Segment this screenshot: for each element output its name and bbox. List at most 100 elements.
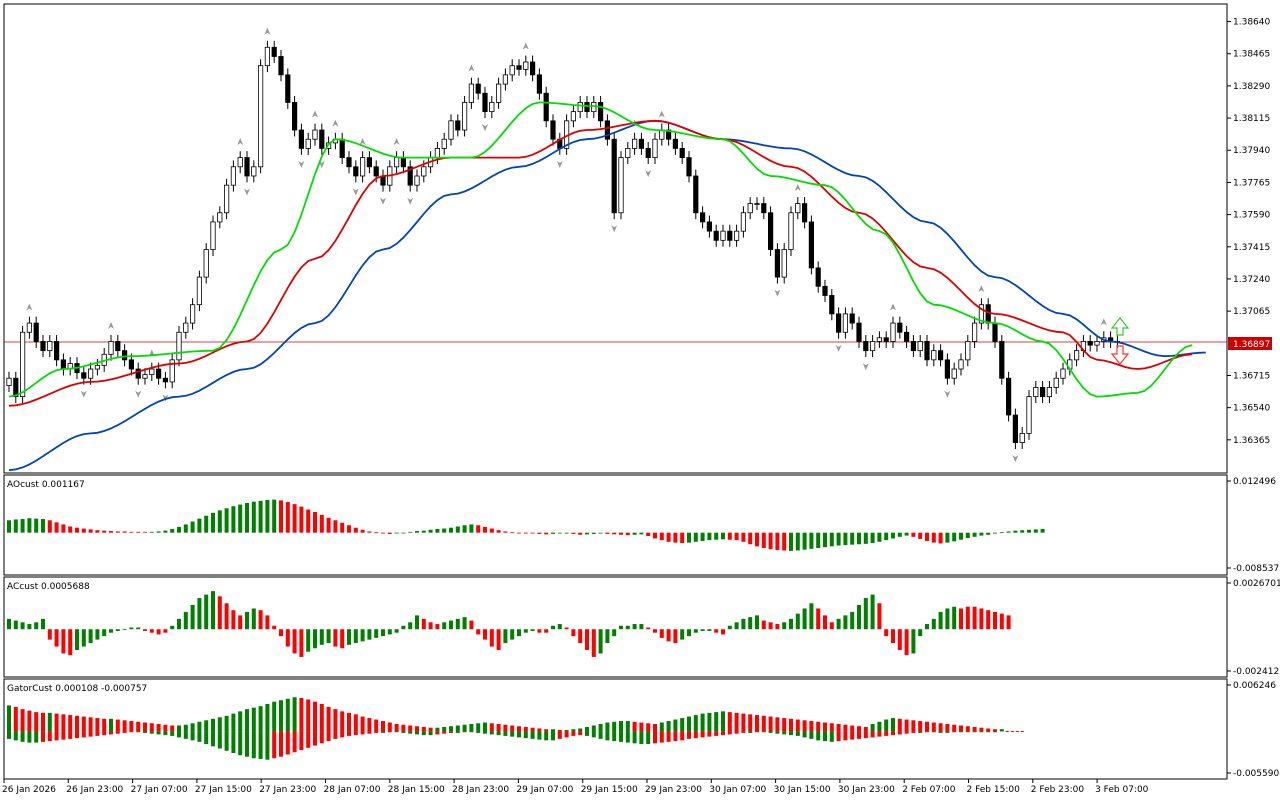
gator-lower-bar — [469, 731, 474, 733]
gator-upper-bar — [537, 728, 542, 732]
gator-lower-bar — [340, 731, 345, 738]
ao-bar — [755, 532, 759, 547]
fractal-down-icon — [162, 394, 169, 402]
candle — [706, 215, 713, 238]
ao-bar — [68, 526, 73, 533]
ac-bar — [401, 625, 406, 630]
ac-bar — [115, 629, 120, 631]
gator-lower-bar — [258, 731, 263, 759]
gator-upper-bar — [863, 726, 868, 732]
gator-lower-bar — [381, 731, 385, 733]
ac-bar — [279, 629, 283, 637]
gator-lower-bar — [476, 731, 481, 733]
candle — [747, 197, 753, 220]
gator-upper-bar — [95, 718, 100, 732]
candle — [26, 316, 33, 339]
gator-lower-bar — [938, 731, 943, 733]
candle — [6, 371, 12, 393]
ao-bar — [782, 532, 787, 551]
gator-upper-bar — [986, 728, 991, 732]
gator-lower-bar — [564, 731, 569, 738]
gator-upper-bar — [258, 706, 263, 732]
candle — [944, 353, 951, 385]
gator-lower-bar — [605, 731, 610, 741]
candle — [40, 335, 46, 358]
ao-bar — [265, 500, 270, 533]
ac-bar — [231, 610, 236, 630]
candle — [1033, 380, 1039, 404]
gator-lower-bar — [659, 731, 664, 743]
gator-upper-bar — [931, 722, 936, 732]
gator-upper-bar — [245, 709, 249, 732]
candle — [176, 325, 182, 367]
ac-bar — [557, 624, 562, 630]
gator-max-label: 0.006246 — [1233, 681, 1276, 691]
gator-upper-bar — [415, 726, 419, 732]
ac-bar — [136, 627, 141, 630]
candle — [700, 206, 706, 229]
candle — [108, 335, 114, 361]
gator-upper-bar — [802, 720, 807, 732]
ac-bar — [34, 622, 39, 630]
fractal-down-icon — [556, 160, 563, 168]
candle — [407, 160, 413, 192]
ac-bar — [673, 629, 678, 644]
candle — [475, 77, 481, 100]
ao-bar — [707, 532, 712, 541]
gator-lower-bar — [163, 731, 168, 736]
gator-lower-bar — [748, 731, 753, 733]
sell-arrow-icon — [1110, 345, 1130, 365]
price-tick-label: 1.38115 — [1233, 114, 1270, 124]
ao-bar — [292, 504, 297, 533]
gator-upper-bar — [816, 721, 821, 732]
gator-upper-bar — [435, 727, 440, 732]
ac-bar — [789, 618, 793, 630]
candle — [455, 114, 461, 137]
gator-lower-bar — [782, 731, 787, 735]
gator-upper-bar — [768, 716, 773, 732]
gator-lower-bar — [394, 731, 399, 733]
candle — [237, 151, 243, 174]
ac-bar — [27, 624, 32, 630]
gator-lower-bar — [517, 731, 521, 738]
candle — [618, 151, 624, 220]
candle — [88, 362, 94, 385]
candle — [319, 123, 325, 155]
candle — [808, 215, 815, 275]
gator-upper-bar — [809, 721, 814, 732]
gator-lower-bar — [843, 731, 848, 741]
ac-bar — [884, 629, 889, 637]
ac-bar — [415, 615, 419, 630]
gator-lower-bar — [170, 731, 175, 736]
ao-bar — [190, 521, 195, 533]
ao-bar — [415, 531, 419, 533]
candle — [883, 331, 889, 348]
ao-bar — [938, 532, 943, 544]
candle — [679, 141, 685, 165]
gator-lower-bar — [775, 731, 780, 734]
gator-upper-bar — [129, 721, 134, 732]
candle — [543, 86, 549, 128]
gator-lower-bar — [435, 731, 440, 735]
ao-bar — [775, 532, 780, 551]
gator-upper-bar — [483, 722, 487, 732]
gator-lower-bar — [639, 731, 644, 745]
gator-upper-bar — [877, 721, 882, 732]
gator-lower-bar — [646, 731, 651, 745]
gator-lower-bar — [115, 731, 120, 734]
fractal-up-icon — [1100, 318, 1107, 326]
ao-bar — [999, 532, 1004, 534]
gator-upper-bar — [41, 712, 45, 732]
gator-lower-bar — [952, 731, 957, 733]
gator-panel-frame — [3, 678, 1228, 780]
gator-lower-bar — [415, 731, 419, 735]
ao-bar — [435, 528, 440, 533]
ac-bar — [755, 615, 759, 630]
gator-upper-bar — [591, 725, 596, 732]
ao-bar — [802, 532, 807, 550]
gator-upper-bar — [75, 715, 79, 732]
ao-bar — [408, 531, 413, 533]
ac-bar — [659, 629, 664, 638]
candle — [836, 307, 842, 339]
